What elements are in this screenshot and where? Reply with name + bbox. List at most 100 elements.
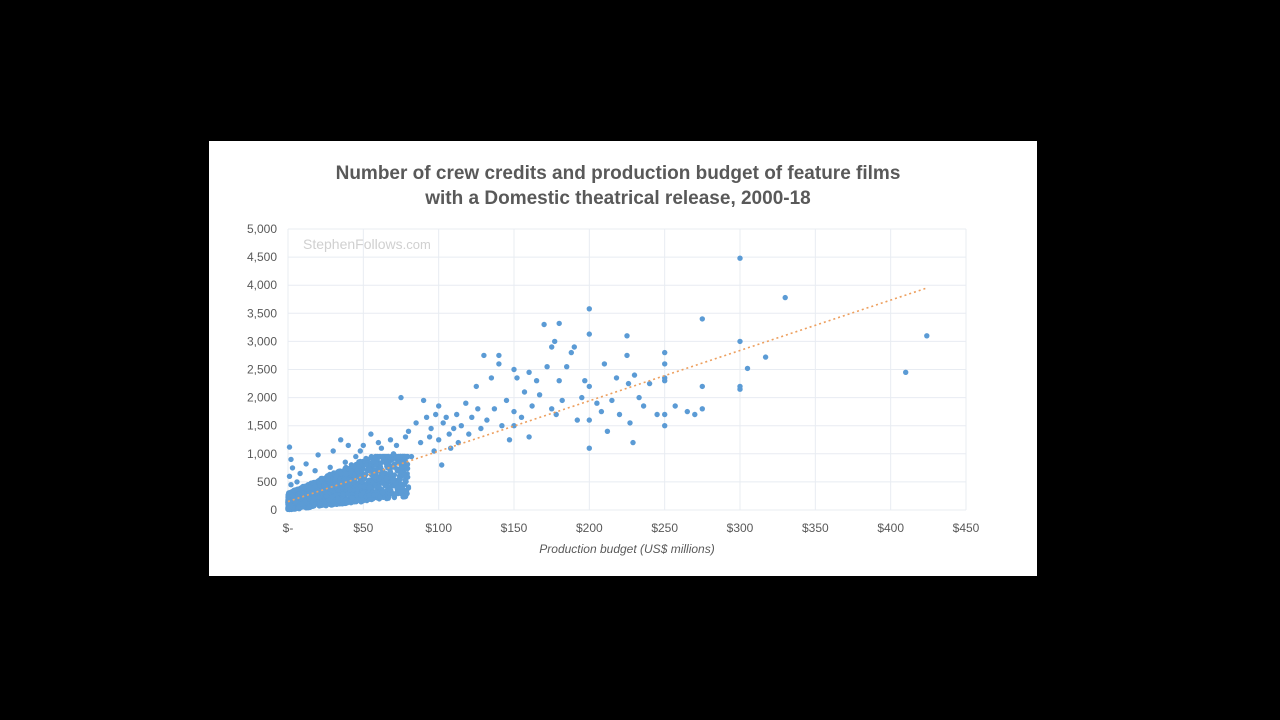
data-point-cluster-1244	[377, 494, 383, 500]
data-point-78	[514, 375, 520, 381]
data-point-69	[491, 406, 498, 412]
data-point-16	[318, 476, 324, 482]
data-point-32	[378, 445, 385, 451]
data-point-130	[684, 408, 690, 415]
x-tick-label-3: $150	[501, 521, 528, 535]
y-tick-label-8: 4,000	[247, 278, 277, 292]
data-point-cluster-1281	[401, 453, 408, 460]
data-point-106	[594, 400, 600, 406]
x-tick-label-7: $350	[802, 521, 829, 535]
data-point-76	[511, 408, 517, 415]
data-point-cluster-1325	[393, 491, 399, 497]
data-point-cluster-1233	[370, 492, 377, 498]
data-point-cluster-1383	[350, 479, 357, 486]
data-point-43	[420, 397, 427, 404]
data-point-140	[762, 354, 769, 360]
x-tick-label-2: $100	[425, 521, 452, 535]
data-point-cluster-1231	[393, 480, 400, 486]
y-axis-ticks: 0 500 1,000 1,500 2,000 2,500 3,000 3,500 4,000 4…	[247, 222, 277, 517]
data-point-8	[288, 502, 294, 509]
data-point-54	[446, 431, 452, 437]
data-point-127	[662, 411, 668, 418]
data-point-cluster-1278	[398, 464, 405, 471]
data-point-122	[654, 411, 660, 418]
y-tick-label-5: 2,500	[247, 363, 277, 377]
data-point-cluster-1362	[397, 453, 403, 460]
data-point-cluster-1232	[401, 472, 407, 478]
data-point-97	[571, 344, 577, 350]
data-point-cluster-1178	[358, 492, 364, 498]
data-point-123	[662, 349, 668, 356]
data-point-24	[348, 468, 354, 474]
data-point-132	[699, 316, 705, 322]
data-point-71	[496, 361, 502, 367]
data-point-cluster-1392	[344, 498, 351, 505]
data-point-136	[737, 338, 743, 345]
data-point-101	[586, 306, 592, 312]
data-point-84	[533, 378, 540, 384]
data-point-cluster-1338	[322, 489, 328, 495]
data-point-80	[521, 389, 528, 395]
data-point-cluster-1239	[387, 487, 393, 493]
watermark-main: StephenFollows	[303, 236, 403, 252]
data-point-117	[630, 439, 636, 446]
data-point-88	[549, 406, 555, 412]
data-point-62	[469, 414, 475, 420]
data-point-56	[451, 425, 457, 432]
data-point-cluster-1225	[325, 476, 331, 482]
data-point-53	[443, 414, 449, 420]
data-point-cluster-1077	[357, 458, 363, 465]
data-point-114	[624, 352, 630, 359]
data-point-18	[327, 464, 333, 470]
data-point-cluster-1399	[350, 463, 357, 470]
data-point-cluster-1186	[361, 484, 368, 490]
data-point-cluster-1224	[366, 484, 372, 490]
data-point-cluster-1363	[347, 486, 353, 493]
data-point-70	[496, 352, 502, 359]
y-tick-label-1: 500	[257, 475, 277, 489]
data-point-15	[315, 452, 321, 458]
data-point-113	[624, 333, 630, 339]
data-point-12	[303, 461, 309, 467]
data-point-34	[387, 437, 394, 443]
data-point-142	[903, 369, 909, 375]
data-point-cluster-1385	[327, 481, 334, 488]
data-point-cluster-1377	[343, 471, 349, 477]
data-point-cluster-1251	[394, 484, 401, 491]
data-point-cluster-1329	[355, 497, 362, 503]
data-point-107	[598, 408, 605, 415]
data-point-cluster-1331	[309, 486, 315, 492]
data-point-33	[383, 459, 389, 465]
data-point-93	[556, 378, 562, 384]
data-point-cluster-1260	[391, 461, 398, 467]
data-point-cluster-1373	[299, 501, 305, 507]
data-point-64	[475, 406, 481, 412]
data-point-87	[544, 364, 550, 370]
data-point-99	[579, 394, 585, 401]
data-point-104	[586, 417, 592, 423]
data-point-cluster-1119	[306, 504, 312, 510]
x-tick-label-9: $450	[953, 521, 980, 535]
data-point-39	[405, 428, 412, 434]
data-point-109	[604, 428, 611, 434]
data-point-95	[564, 364, 570, 370]
data-point-126	[662, 378, 668, 384]
x-tick-label-5: $250	[651, 521, 678, 535]
x-tick-label-8: $400	[877, 521, 904, 535]
data-point-cluster-1398	[341, 476, 348, 483]
data-point-72	[499, 423, 505, 429]
data-point-cluster-1174	[354, 486, 360, 492]
data-point-83	[529, 403, 535, 409]
data-point-134	[699, 406, 705, 412]
data-point-138	[737, 386, 743, 392]
data-point-10	[297, 470, 303, 477]
y-tick-label-9: 4,500	[247, 250, 277, 264]
trendline	[287, 287, 928, 503]
data-point-128	[662, 423, 668, 429]
data-point-66	[481, 352, 487, 359]
data-point-9	[294, 479, 300, 485]
data-point-102	[586, 331, 592, 337]
data-point-cluster-1333	[310, 495, 317, 501]
data-point-135	[737, 255, 743, 261]
data-point-79	[518, 414, 525, 420]
